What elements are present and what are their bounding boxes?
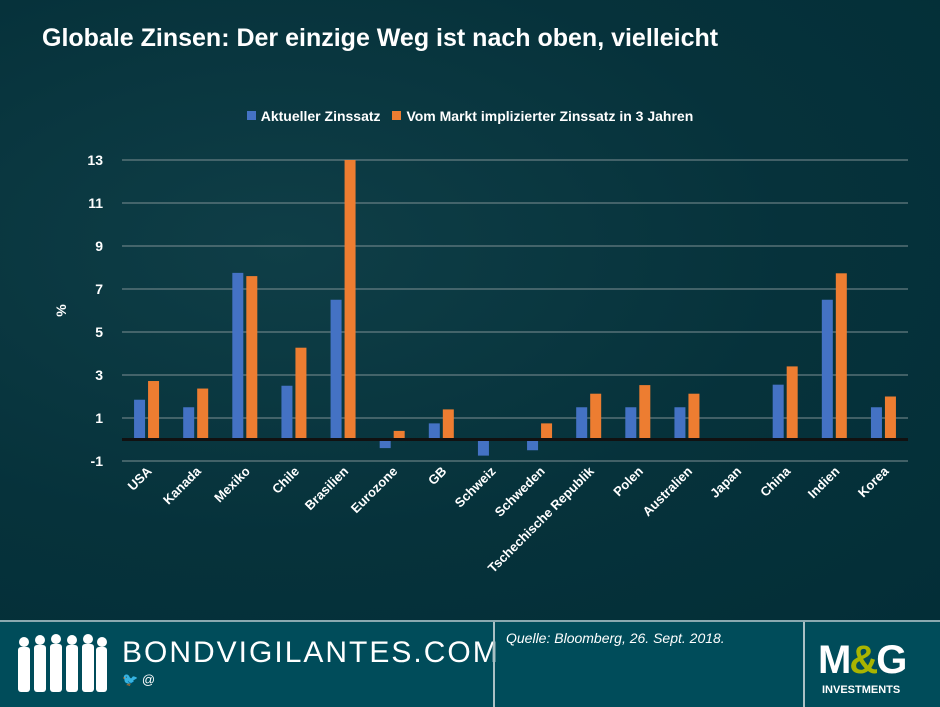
bar-implied	[835, 273, 847, 440]
mg-logo: M&G	[818, 638, 907, 683]
bar-implied	[393, 430, 405, 440]
bar-current	[821, 299, 833, 440]
y-tick-label: 7	[95, 281, 103, 297]
bar-current	[134, 399, 146, 440]
bar-current	[870, 407, 882, 440]
y-tick-label: 13	[87, 152, 103, 168]
bar-implied	[246, 276, 258, 440]
y-tick-label: 1	[95, 410, 103, 426]
social-links: 🐦 @	[122, 672, 155, 688]
legend-item-implied: Vom Markt implizierter Zinssatz in 3 Jah…	[392, 108, 693, 124]
bar-implied	[197, 388, 209, 440]
bar-implied	[442, 409, 454, 440]
x-tick-label: Polen	[610, 463, 646, 499]
legend-label: Aktueller Zinssatz	[260, 107, 381, 124]
bar-current	[428, 423, 440, 440]
x-tick-label: Brasilien	[302, 463, 351, 512]
legend-swatch	[246, 111, 256, 120]
page-title: Globale Zinsen: Der einzige Weg ist nach…	[42, 24, 719, 52]
legend: Aktueller Zinssatz Vom Markt implizierte…	[0, 107, 940, 124]
source-note: Quelle: Bloomberg, 26. Sept. 2018.	[506, 630, 725, 646]
bar-current	[576, 407, 588, 440]
bar-implied	[344, 160, 356, 440]
bar-current	[477, 439, 489, 456]
divider	[803, 622, 805, 707]
bar-implied	[884, 396, 896, 440]
legend-swatch	[392, 111, 402, 120]
logo-amp: &	[849, 638, 878, 682]
bar-implied	[639, 385, 651, 440]
y-tick-label: 5	[95, 324, 103, 340]
bar-current	[527, 439, 539, 451]
x-tick-label: Korea	[855, 463, 892, 500]
at-icon[interactable]: @	[141, 672, 156, 687]
bar-implied	[148, 381, 160, 440]
bar-implied	[295, 347, 307, 440]
x-tick-label: Japan	[707, 463, 744, 500]
bar-current	[330, 299, 342, 440]
x-tick-label: Chile	[269, 464, 302, 497]
x-tick-label: Mexiko	[211, 463, 253, 505]
bar-current	[625, 407, 637, 440]
x-tick-label: Kanada	[160, 463, 204, 507]
people-silhouettes-icon	[18, 634, 107, 692]
bar-current	[772, 384, 784, 440]
bar-implied	[786, 366, 798, 440]
legend-item-current: Aktueller Zinssatz	[246, 107, 381, 124]
y-tick-label: 11	[88, 195, 103, 211]
bar-current	[232, 272, 244, 440]
legend-label: Vom Markt implizierter Zinssatz in 3 Jah…	[406, 107, 694, 124]
background	[0, 0, 940, 620]
bar-current	[379, 439, 391, 449]
x-tick-label: Schweiz	[452, 463, 499, 510]
y-tick-label: 3	[95, 367, 103, 383]
x-tick-label: China	[757, 463, 794, 500]
x-tick-label: USA	[125, 463, 155, 493]
logo-subtitle: INVESTMENTS	[822, 684, 901, 696]
logo-g: G	[876, 638, 907, 682]
footer: BONDVIGILANTES.COM 🐦 @ Quelle: Bloomberg…	[0, 620, 940, 707]
x-tick-label: Eurozone	[348, 464, 400, 516]
site-name[interactable]: BONDVIGILANTES.COM	[122, 636, 500, 669]
y-tick-label: -1	[91, 453, 104, 469]
divider	[493, 622, 495, 707]
bar-implied	[688, 393, 700, 440]
bar-implied	[541, 423, 553, 440]
bar-implied	[590, 393, 602, 440]
bar-current	[183, 407, 195, 440]
y-axis-label: %	[53, 304, 69, 317]
bar-current	[674, 407, 686, 440]
x-tick-label: Australien	[639, 463, 695, 519]
x-tick-label: Indien	[805, 463, 843, 501]
logo-m: M	[818, 638, 851, 682]
twitter-icon[interactable]: 🐦	[122, 672, 139, 687]
bar-current	[281, 385, 293, 440]
y-tick-label: 9	[95, 238, 103, 254]
x-tick-label: GB	[425, 464, 449, 488]
